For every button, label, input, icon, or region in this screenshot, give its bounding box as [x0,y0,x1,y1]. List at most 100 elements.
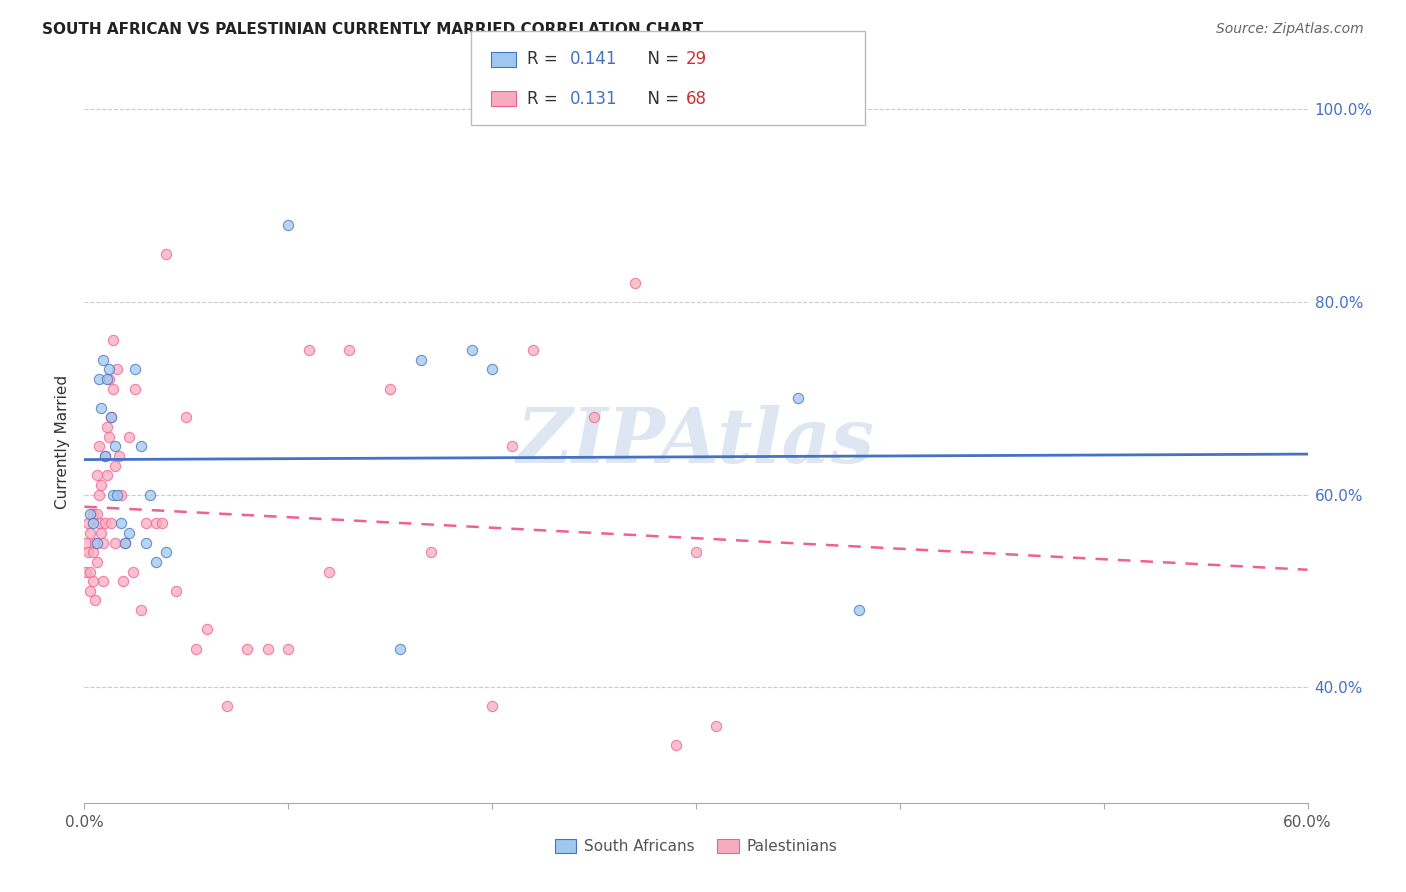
Text: R =: R = [527,90,564,108]
Point [145,516,167,531]
Text: N =: N = [637,90,685,108]
Text: Source: ZipAtlas.com: Source: ZipAtlas.com [1216,22,1364,37]
Text: 0.131: 0.131 [569,90,617,108]
Point [86,535,108,549]
Text: 0.141: 0.141 [569,50,617,69]
Point [339,343,361,357]
Point [114,535,136,549]
Point [118,526,141,541]
Text: R =: R = [527,50,564,69]
Point [114,535,136,549]
Text: N =: N = [637,50,685,69]
Point [257,641,280,656]
Text: SOUTH AFRICAN VS PALESTINIAN CURRENTLY MARRIED CORRELATION CHART: SOUTH AFRICAN VS PALESTINIAN CURRENTLY M… [42,22,703,37]
Point [135,535,157,549]
Text: 68: 68 [686,90,707,108]
Point [75,535,97,549]
Point [83,535,105,549]
Point [100,410,122,425]
Point [93,516,115,531]
Legend: South Africans, Palestinians: South Africans, Palestinians [548,832,844,860]
Text: 29: 29 [686,50,707,69]
Point [145,555,167,569]
Point [82,516,104,531]
Point [112,574,135,589]
Point [217,699,239,714]
Point [100,410,122,425]
Point [155,246,177,260]
Point [97,430,120,444]
Point [90,401,112,415]
Point [110,516,132,531]
Point [522,343,544,357]
Point [277,218,299,232]
Point [97,362,120,376]
Point [86,507,108,521]
Point [461,343,484,357]
Point [91,352,114,367]
Point [380,382,402,396]
Point [318,565,340,579]
Text: ZIPAtlas: ZIPAtlas [517,405,875,478]
Point [93,449,115,463]
Point [195,623,218,637]
Point [82,574,104,589]
Y-axis label: Currently Married: Currently Married [55,375,70,508]
Point [83,593,105,607]
Point [86,468,108,483]
Point [79,526,101,541]
Point [706,719,728,733]
Point [848,603,870,617]
Point [104,458,127,473]
Point [118,430,141,444]
Point [131,603,153,617]
Point [131,439,153,453]
Point [409,352,432,367]
Point [150,516,173,531]
Point [108,449,131,463]
Point [186,641,208,656]
Point [124,382,146,396]
Point [101,334,124,348]
Point [481,699,503,714]
Point [787,391,810,405]
Point [124,362,146,376]
Point [502,439,524,453]
Point [87,439,110,453]
Point [110,487,132,501]
Point [105,362,128,376]
Point [685,545,707,559]
Point [79,507,101,521]
Point [135,516,157,531]
Point [91,535,114,549]
Point [82,507,104,521]
Point [104,439,127,453]
Point [665,738,688,752]
Point [165,583,187,598]
Point [86,555,108,569]
Point [420,545,443,559]
Point [96,468,118,483]
Point [82,545,104,559]
Point [79,583,101,598]
Point [101,382,124,396]
Point [79,565,101,579]
Point [155,545,177,559]
Point [93,449,115,463]
Point [77,545,100,559]
Point [96,372,118,386]
Point [87,372,110,386]
Point [100,516,122,531]
Point [583,410,606,425]
Point [624,276,647,290]
Point [97,372,120,386]
Point [298,343,321,357]
Point [75,565,97,579]
Point [90,526,112,541]
Point [277,641,299,656]
Point [138,487,160,501]
Point [101,487,124,501]
Point [174,410,197,425]
Point [122,565,145,579]
Point [105,487,128,501]
